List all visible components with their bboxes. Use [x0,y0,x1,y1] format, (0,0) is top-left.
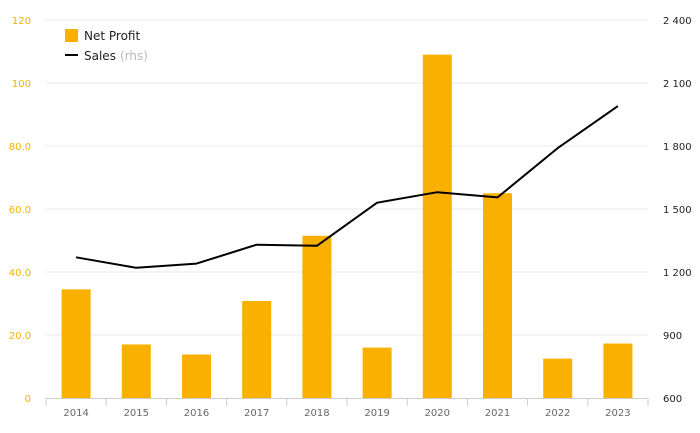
left-tick-label: 80.0 [9,142,31,153]
left-tick-label: 40.0 [9,268,31,279]
bars [61,54,633,399]
bar-net-profit [302,235,332,398]
x-tick-label: 2015 [124,408,149,419]
legend-swatch-net-profit [65,29,78,42]
x-tick-label: 2016 [184,408,209,419]
sales-line-group [75,105,619,269]
legend-label-net-profit: Net Profit [84,29,140,43]
left-tick-label: 60.0 [9,205,31,216]
right-tick-label: 2 400 [663,16,692,27]
bar-net-profit [61,289,91,398]
left-tick-label: 20.0 [9,331,31,342]
right-axis: 600 900 1 200 1 500 1 800 2 100 2 400 [663,16,692,405]
bar-net-profit [543,358,573,398]
right-tick-label: 900 [663,331,682,342]
legend-label-sales: Sales (rhs) [84,49,148,63]
x-tick-label: 2021 [485,408,510,419]
x-tick-label: 2023 [605,408,630,419]
legend-label-sales-suffix: (rhs) [120,49,148,63]
left-tick-label: 120 [12,16,31,27]
left-axis: 0 20.0 40.0 60.0 80.0 100 120 [9,16,31,405]
right-tick-label: 2 100 [663,79,692,90]
bar-net-profit [121,344,151,398]
x-axis: 2014 2015 2016 2017 2018 2019 2020 2021 2022 2023 [45,398,649,419]
legend: Net Profit Sales (rhs) [65,29,148,63]
x-tick-label: 2020 [425,408,450,419]
grid-lines [46,19,648,336]
x-tick-label: 2014 [63,408,88,419]
x-tick-label: 2022 [545,408,570,419]
bar-net-profit [242,300,272,398]
left-tick-label: 100 [12,79,31,90]
bar-net-profit [483,193,512,398]
right-tick-label: 1 200 [663,268,692,279]
right-tick-label: 600 [663,394,682,405]
bar-net-profit [362,347,392,398]
right-tick-label: 1 800 [663,142,692,153]
bar-net-profit [603,343,633,398]
bar-net-profit [422,54,452,399]
left-tick-label: 0 [25,394,31,405]
x-tick-label: 2019 [364,408,389,419]
sales-line [75,105,619,269]
x-tick-label: 2017 [244,408,269,419]
right-tick-label: 1 500 [663,205,692,216]
x-tick-label: 2018 [304,408,329,419]
bar-net-profit [182,354,211,398]
